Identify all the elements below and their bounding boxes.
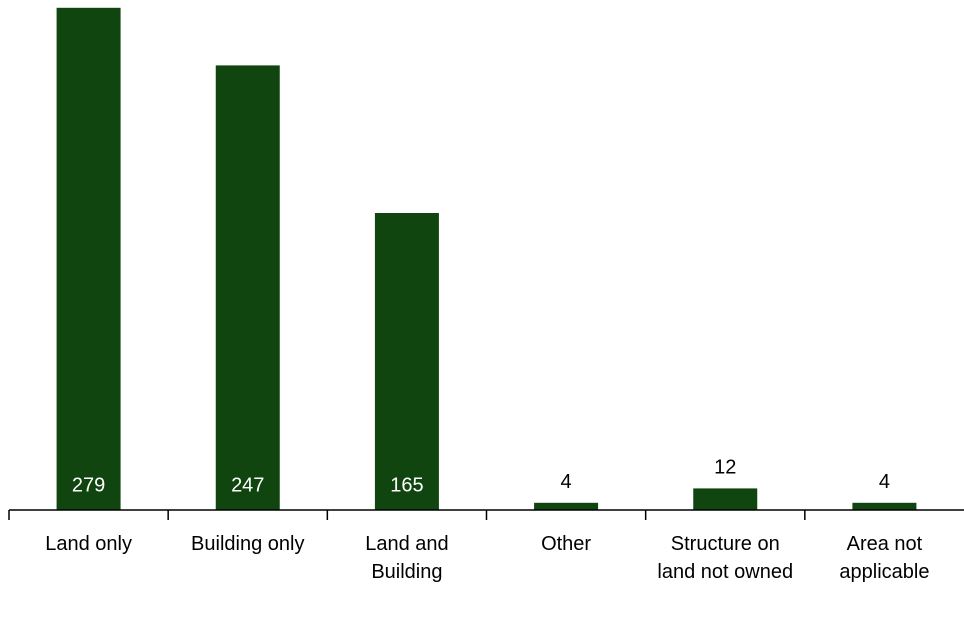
x-tick-label: Structure on land not owned [657, 533, 793, 583]
label-line: land not owned [657, 561, 793, 583]
label-line: Building [371, 561, 442, 583]
data-label: 4 [561, 471, 572, 493]
label-line: Building only [191, 533, 304, 555]
bar [693, 488, 758, 510]
data-label: 12 [714, 457, 736, 479]
data-label: 279 [72, 474, 105, 496]
label-line: Land only [45, 533, 132, 555]
label-line: Other [541, 533, 591, 555]
bar [852, 502, 917, 510]
bar [215, 65, 280, 511]
x-tick-label: Other [541, 533, 591, 555]
data-label: 4 [879, 471, 890, 493]
x-tick-label: Area not applicable [839, 533, 929, 583]
x-tick-label: Land and Building [365, 533, 448, 583]
label-line: Structure on [671, 533, 780, 555]
bar [56, 7, 121, 511]
x-tick-label: Building only [191, 533, 304, 555]
bar [534, 502, 599, 510]
x-tick-label: Land only [45, 533, 132, 555]
data-label: 247 [231, 474, 264, 496]
label-line: Land and [365, 533, 448, 555]
label-line: applicable [839, 561, 929, 583]
data-label: 165 [390, 474, 423, 496]
label-line: Area not [847, 533, 923, 555]
bar [374, 213, 439, 510]
